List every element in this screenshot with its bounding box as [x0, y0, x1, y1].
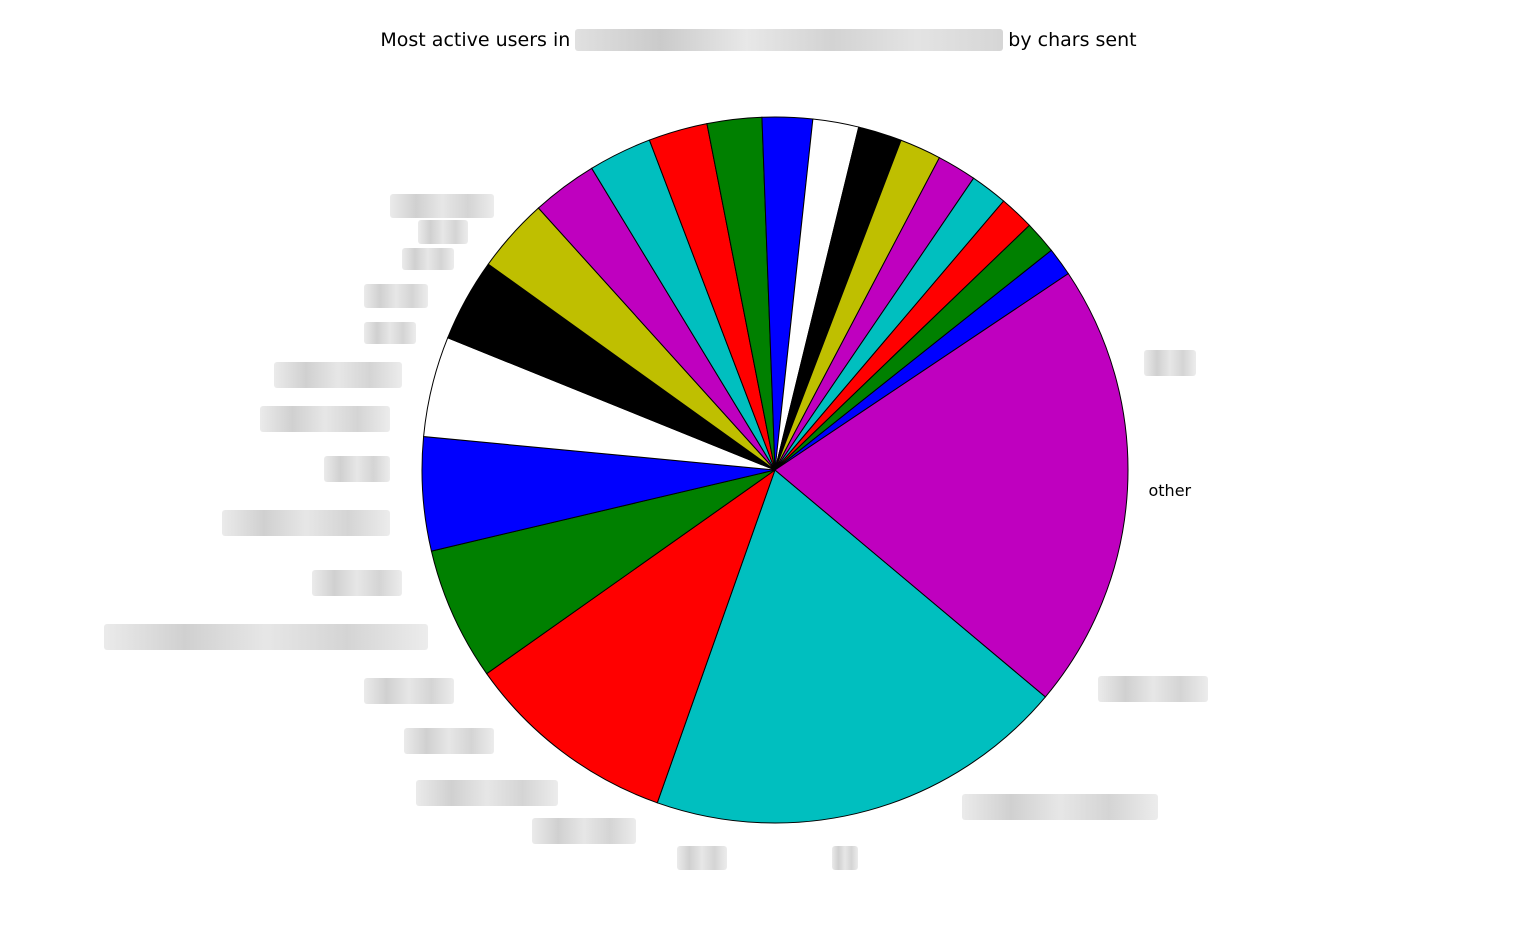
redacted-label — [532, 818, 636, 844]
redacted-label — [390, 194, 494, 218]
redacted-label — [364, 284, 428, 308]
redacted-label — [1144, 350, 1196, 376]
redacted-label — [962, 794, 1158, 820]
redacted-label — [260, 406, 390, 432]
pie-slice — [430, 469, 776, 675]
pie-slice — [774, 272, 1129, 698]
redacted-label — [404, 728, 494, 754]
redacted-label — [222, 510, 390, 536]
redacted-channel-name — [575, 28, 1004, 51]
redacted-label — [104, 624, 428, 650]
redacted-label — [677, 846, 727, 870]
pie-slice — [656, 469, 1047, 824]
chart-title-suffix: by chars sent — [1008, 28, 1137, 51]
pie-slice-label: other — [1148, 481, 1191, 500]
redacted-label — [312, 570, 402, 596]
chart-title: Most active users in by chars sent — [0, 28, 1517, 56]
chart-title-prefix: Most active users in — [380, 28, 571, 51]
redacted-label — [1098, 676, 1208, 702]
redacted-label — [274, 362, 402, 388]
redacted-label — [364, 322, 416, 344]
redacted-label — [402, 248, 454, 270]
pie-slice — [485, 468, 776, 804]
redacted-label — [416, 780, 558, 806]
redacted-label — [324, 456, 390, 482]
redacted-label — [364, 678, 454, 704]
redacted-label — [418, 220, 468, 244]
redacted-label — [832, 846, 858, 870]
